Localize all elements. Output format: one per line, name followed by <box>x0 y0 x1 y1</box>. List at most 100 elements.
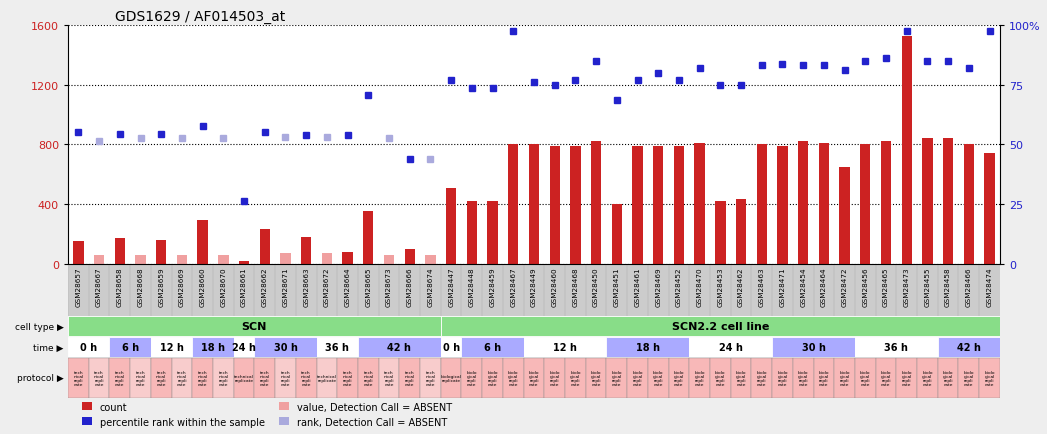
Text: biolo
gical
repli
cate: biolo gical repli cate <box>467 370 477 386</box>
Bar <box>260 230 270 264</box>
Text: 0 h: 0 h <box>81 342 97 352</box>
Text: GSM28449: GSM28449 <box>531 266 537 306</box>
FancyBboxPatch shape <box>710 358 731 398</box>
FancyBboxPatch shape <box>689 358 710 398</box>
Text: tech
nical
repli
cate: tech nical repli cate <box>260 370 270 386</box>
FancyBboxPatch shape <box>151 338 193 357</box>
FancyBboxPatch shape <box>669 358 689 398</box>
Text: biolo
gical
repli
cate: biolo gical repli cate <box>777 370 787 386</box>
Bar <box>321 253 332 264</box>
FancyBboxPatch shape <box>524 358 544 398</box>
Bar <box>446 188 456 264</box>
Text: biolo
gical
repli
cate: biolo gical repli cate <box>591 370 601 386</box>
Bar <box>550 146 560 264</box>
Text: 0 h: 0 h <box>443 342 460 352</box>
FancyBboxPatch shape <box>151 358 172 398</box>
FancyBboxPatch shape <box>316 338 358 357</box>
Text: biolo
gical
repli
cate: biolo gical repli cate <box>508 370 518 386</box>
Bar <box>529 145 539 264</box>
Text: 42 h: 42 h <box>957 342 981 352</box>
Text: biolo
gical
repli
cate: biolo gical repli cate <box>881 370 891 386</box>
Text: SCN2.2 cell line: SCN2.2 cell line <box>671 321 770 331</box>
Text: technical
replicate: technical replicate <box>235 374 254 382</box>
FancyBboxPatch shape <box>544 358 565 398</box>
Bar <box>840 167 850 264</box>
Text: biolo
gical
repli
cate: biolo gical repli cate <box>922 370 933 386</box>
Text: GSM28453: GSM28453 <box>717 266 723 306</box>
Text: GSM28659: GSM28659 <box>158 266 164 306</box>
Bar <box>963 145 974 264</box>
Bar <box>508 145 518 264</box>
Text: tech
nical
repli
cate: tech nical repli cate <box>156 370 166 386</box>
Text: tech
nical
repli
cate: tech nical repli cate <box>135 370 146 386</box>
FancyBboxPatch shape <box>233 338 254 357</box>
Text: tech
nical
repli
cate: tech nical repli cate <box>198 370 207 386</box>
FancyBboxPatch shape <box>275 358 296 398</box>
Bar <box>177 255 187 264</box>
Text: GSM28661: GSM28661 <box>241 266 247 306</box>
FancyBboxPatch shape <box>503 358 524 398</box>
Text: tech
nical
repli
cate: tech nical repli cate <box>218 370 228 386</box>
Text: 12 h: 12 h <box>159 342 183 352</box>
Text: tech
nical
repli
cate: tech nical repli cate <box>281 370 291 386</box>
Legend: count, percentile rank within the sample, value, Detection Call = ABSENT, rank, : count, percentile rank within the sample… <box>83 402 452 427</box>
Bar <box>135 255 146 264</box>
Text: GSM28663: GSM28663 <box>304 266 309 306</box>
Text: GSM28665: GSM28665 <box>365 266 372 306</box>
FancyBboxPatch shape <box>606 358 627 398</box>
Text: GSM28458: GSM28458 <box>945 266 951 306</box>
FancyBboxPatch shape <box>337 358 358 398</box>
Text: biolo
gical
repli
cate: biolo gical repli cate <box>901 370 912 386</box>
FancyBboxPatch shape <box>130 358 151 398</box>
Bar <box>736 200 747 264</box>
Bar <box>922 139 933 264</box>
Text: technical
replicate: technical replicate <box>317 374 337 382</box>
FancyBboxPatch shape <box>648 358 669 398</box>
Text: GSM28674: GSM28674 <box>427 266 433 306</box>
FancyBboxPatch shape <box>814 358 834 398</box>
Bar <box>571 146 580 264</box>
Text: GSM28671: GSM28671 <box>283 266 289 306</box>
Bar <box>198 221 207 264</box>
FancyBboxPatch shape <box>875 358 896 398</box>
Text: GSM28666: GSM28666 <box>406 266 413 306</box>
Text: tech
nical
repli
cate: tech nical repli cate <box>363 370 374 386</box>
FancyBboxPatch shape <box>627 358 648 398</box>
FancyBboxPatch shape <box>855 358 875 398</box>
Text: GSM28469: GSM28469 <box>655 266 662 306</box>
Text: GSM28462: GSM28462 <box>738 266 744 306</box>
Text: cell type ▶: cell type ▶ <box>15 322 64 331</box>
Text: biolo
gical
repli
cate: biolo gical repli cate <box>984 370 995 386</box>
FancyBboxPatch shape <box>855 338 938 357</box>
Text: tech
nical
repli
cate: tech nical repli cate <box>384 370 394 386</box>
Bar <box>156 240 166 264</box>
Text: 24 h: 24 h <box>718 342 742 352</box>
FancyBboxPatch shape <box>193 338 233 357</box>
Text: 36 h: 36 h <box>885 342 909 352</box>
Text: GSM28465: GSM28465 <box>883 266 889 306</box>
Text: tech
nical
repli
cate: tech nical repli cate <box>425 370 436 386</box>
Bar <box>798 142 808 264</box>
Text: GSM28470: GSM28470 <box>696 266 703 306</box>
Text: GSM28455: GSM28455 <box>925 266 931 306</box>
Text: GSM28454: GSM28454 <box>800 266 806 306</box>
Text: 6 h: 6 h <box>484 342 502 352</box>
Text: GSM28466: GSM28466 <box>965 266 972 306</box>
Text: protocol ▶: protocol ▶ <box>17 374 64 382</box>
Text: biolo
gical
repli
cate: biolo gical repli cate <box>819 370 829 386</box>
Text: GDS1629 / AF014503_at: GDS1629 / AF014503_at <box>115 10 285 23</box>
Text: GSM28450: GSM28450 <box>593 266 599 306</box>
Text: GSM28667: GSM28667 <box>96 266 103 306</box>
FancyBboxPatch shape <box>172 358 193 398</box>
Text: GSM28668: GSM28668 <box>137 266 143 306</box>
FancyBboxPatch shape <box>441 317 1000 336</box>
FancyBboxPatch shape <box>979 358 1000 398</box>
Bar <box>861 145 870 264</box>
Bar <box>302 238 311 264</box>
Text: biolo
gical
repli
cate: biolo gical repli cate <box>715 370 726 386</box>
Text: GSM28474: GSM28474 <box>986 266 993 306</box>
Bar <box>632 146 643 264</box>
FancyBboxPatch shape <box>89 358 110 398</box>
Text: biological
replicate: biological replicate <box>441 374 462 382</box>
Text: 18 h: 18 h <box>636 342 660 352</box>
